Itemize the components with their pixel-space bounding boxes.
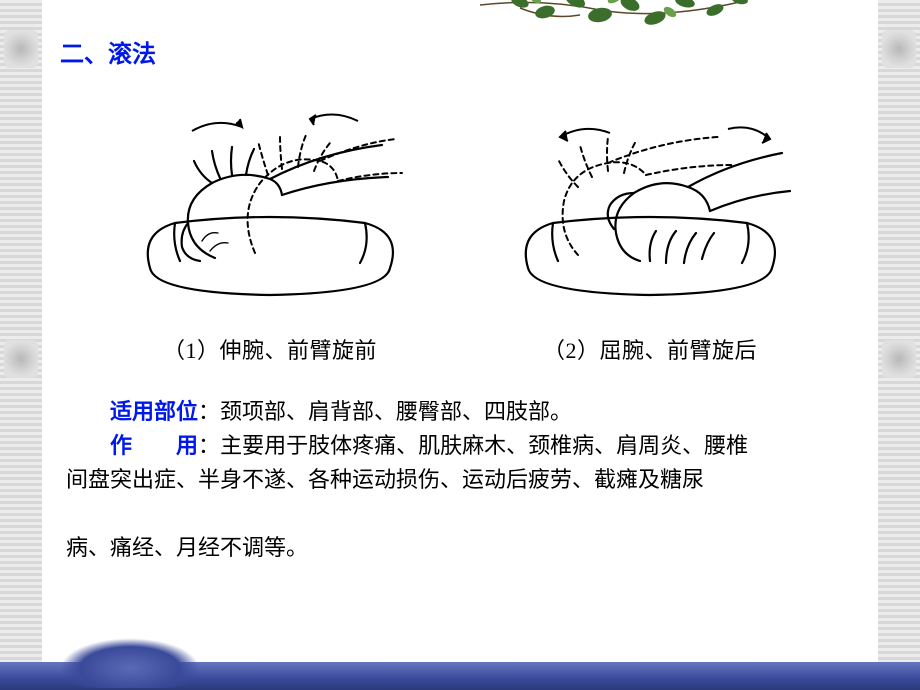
figure-row: （1）伸腕、前臂旋前 bbox=[60, 83, 860, 365]
figure-2-illustration bbox=[500, 83, 800, 313]
section-title-text: 滚法 bbox=[108, 42, 156, 68]
body-text: 适用部位：颈项部、肩背部、腰臀部、四肢部。 作 用：主要用于肢体疼痛、肌肤麻木、… bbox=[60, 395, 860, 565]
applicable-label: 适用部位 bbox=[110, 399, 198, 424]
figure-2-caption: （2）屈腕、前臂旋后 bbox=[543, 333, 757, 365]
function-line1: 主要用于肢体疼痛、肌肤麻木、颈椎病、肩周炎、腰椎 bbox=[220, 433, 748, 458]
figure-2: （2）屈腕、前臂旋后 bbox=[500, 83, 800, 365]
function-sep: ： bbox=[198, 433, 220, 458]
section-number: 二、 bbox=[60, 42, 108, 68]
applicable-sep: ： bbox=[198, 399, 220, 424]
function-line2: 间盘突出症、半身不遂、各种运动损伤、运动后疲劳、截瘫及糖尿 bbox=[66, 463, 854, 497]
function-line3: 病、痛经、月经不调等。 bbox=[66, 531, 854, 565]
applicable-text: 颈项部、肩背部、腰臀部、四肢部。 bbox=[220, 399, 572, 424]
figure-1-illustration bbox=[120, 83, 420, 313]
figure-1: （1）伸腕、前臂旋前 bbox=[120, 83, 420, 365]
decorative-border-bottom bbox=[0, 662, 920, 690]
decorative-border-right bbox=[878, 0, 920, 690]
slide-content: 二、滚法 bbox=[60, 34, 860, 654]
figure-1-caption: （1）伸腕、前臂旋前 bbox=[163, 333, 377, 365]
section-title: 二、滚法 bbox=[60, 34, 860, 69]
decorative-border-left bbox=[0, 0, 42, 690]
function-label-a: 作 bbox=[110, 433, 132, 458]
function-label-b: 用 bbox=[176, 433, 198, 458]
